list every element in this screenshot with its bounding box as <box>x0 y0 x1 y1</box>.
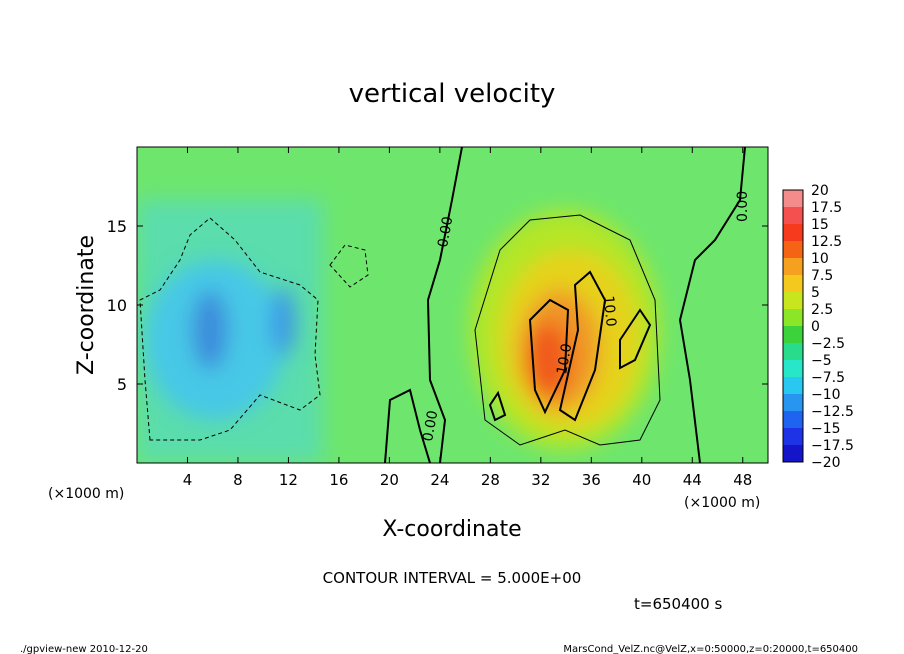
contour-five-thin <box>474 214 661 446</box>
y-ticks: 5 10 15 <box>107 217 768 394</box>
colorbar-label: 17.5 <box>811 200 842 216</box>
contours <box>139 147 746 463</box>
colorbar-frame <box>782 189 804 463</box>
colorbar-segment <box>783 190 803 208</box>
colorbar-segment <box>783 309 803 327</box>
colorbar-segment <box>783 241 803 259</box>
colorbar-segment <box>783 428 803 446</box>
colorbar-label: −12.5 <box>811 404 854 420</box>
colorbar-label: −15 <box>811 421 841 437</box>
contour-ten-thick-left <box>528 298 570 415</box>
colorbar-segment <box>783 258 803 276</box>
x-tick-label: 32 <box>531 471 550 489</box>
x-tick-label: 28 <box>481 471 500 489</box>
x-ticks: 4 8 12 16 20 24 28 32 36 40 44 48 <box>183 147 752 489</box>
colorbar-segment <box>783 394 803 412</box>
colorbar-label: −20 <box>811 455 841 471</box>
x-unit-left: (×1000 m) <box>48 486 124 502</box>
colorbar-label: 15 <box>811 217 829 233</box>
field-region-blue-core-2 <box>271 288 295 356</box>
contour-label: 10.0 <box>600 295 619 327</box>
contour-labels: 0.00 0.00 0.00 10.0 10.0 <box>420 191 751 443</box>
contour-zero-thick <box>426 147 463 463</box>
x-tick-label: 4 <box>183 471 193 489</box>
colorbar-label: 5 <box>811 285 820 301</box>
contour-zero-thick-bottom <box>384 388 431 463</box>
contour-zero-thick-right <box>678 147 746 463</box>
x-tick-label: 20 <box>380 471 399 489</box>
colorbar-label: 12.5 <box>811 234 842 250</box>
colorbar: 2017.51512.5107.552.50−2.5−5−7.5−10−12.5… <box>782 183 854 471</box>
x-unit-right: (×1000 m) <box>684 495 760 511</box>
colorbar-label: 10 <box>811 251 829 267</box>
colorbar-segment <box>783 343 803 361</box>
x-tick-label: 36 <box>582 471 601 489</box>
y-axis-label: Z-coordinate <box>74 235 99 375</box>
colorbar-segment <box>783 207 803 225</box>
colorbar-segment <box>783 275 803 293</box>
colorbar-segment <box>783 224 803 242</box>
colorbar-label: −5 <box>811 353 832 369</box>
contour-label: 0.00 <box>420 409 441 442</box>
y-tick-label: 15 <box>107 217 127 236</box>
colorbar-label: −2.5 <box>811 336 845 352</box>
x-tick-label: 12 <box>279 471 298 489</box>
footer-left: ./gpview-new 2010-12-20 <box>20 644 148 654</box>
contour-label: 0.00 <box>435 215 456 248</box>
colorbar-label: 7.5 <box>811 268 833 284</box>
x-tick-label: 24 <box>430 471 449 489</box>
colorbar-label: 0 <box>811 319 820 335</box>
contour-interval-text: CONTOUR INTERVAL = 5.000E+00 <box>323 569 582 587</box>
colorbar-label: −17.5 <box>811 438 854 454</box>
field-region-blue-core-1 <box>192 290 228 370</box>
colorbar-segment <box>783 377 803 395</box>
colorbar-label: −10 <box>811 387 841 403</box>
footer-right: MarsCond_VelZ.nc@VelZ,x=0:50000,z=0:2000… <box>563 644 858 654</box>
colorbar-label: −7.5 <box>811 370 845 386</box>
y-tick-label: 10 <box>107 296 127 315</box>
colorbar-segment <box>783 326 803 344</box>
y-tick-label: 5 <box>117 375 127 394</box>
contour-negative-dashed <box>139 217 321 441</box>
contour-negative-dashed-small <box>329 244 369 288</box>
contour-label: 10.0 <box>554 342 575 375</box>
colorbar-segment <box>783 445 803 463</box>
field-region-updraft-core <box>526 322 570 398</box>
x-tick-label: 48 <box>733 471 752 489</box>
x-tick-label: 8 <box>233 471 243 489</box>
colorbar-label: 2.5 <box>811 302 833 318</box>
x-tick-label: 44 <box>683 471 702 489</box>
x-tick-label: 16 <box>329 471 348 489</box>
contour-ten-thick-right <box>619 308 652 370</box>
time-label: t=650400 s <box>634 595 722 613</box>
chart-title: vertical velocity <box>349 79 556 109</box>
contour-ten-thick-small <box>488 390 507 422</box>
contour-ten-thick-mid <box>558 270 607 422</box>
colorbar-segment <box>783 360 803 378</box>
colorbar-label: 20 <box>811 183 829 199</box>
colorbar-segment <box>783 292 803 310</box>
x-axis-label: X-coordinate <box>382 517 521 542</box>
colorbar-segment <box>783 411 803 429</box>
contour-label: 0.00 <box>735 191 751 222</box>
x-tick-label: 40 <box>632 471 651 489</box>
